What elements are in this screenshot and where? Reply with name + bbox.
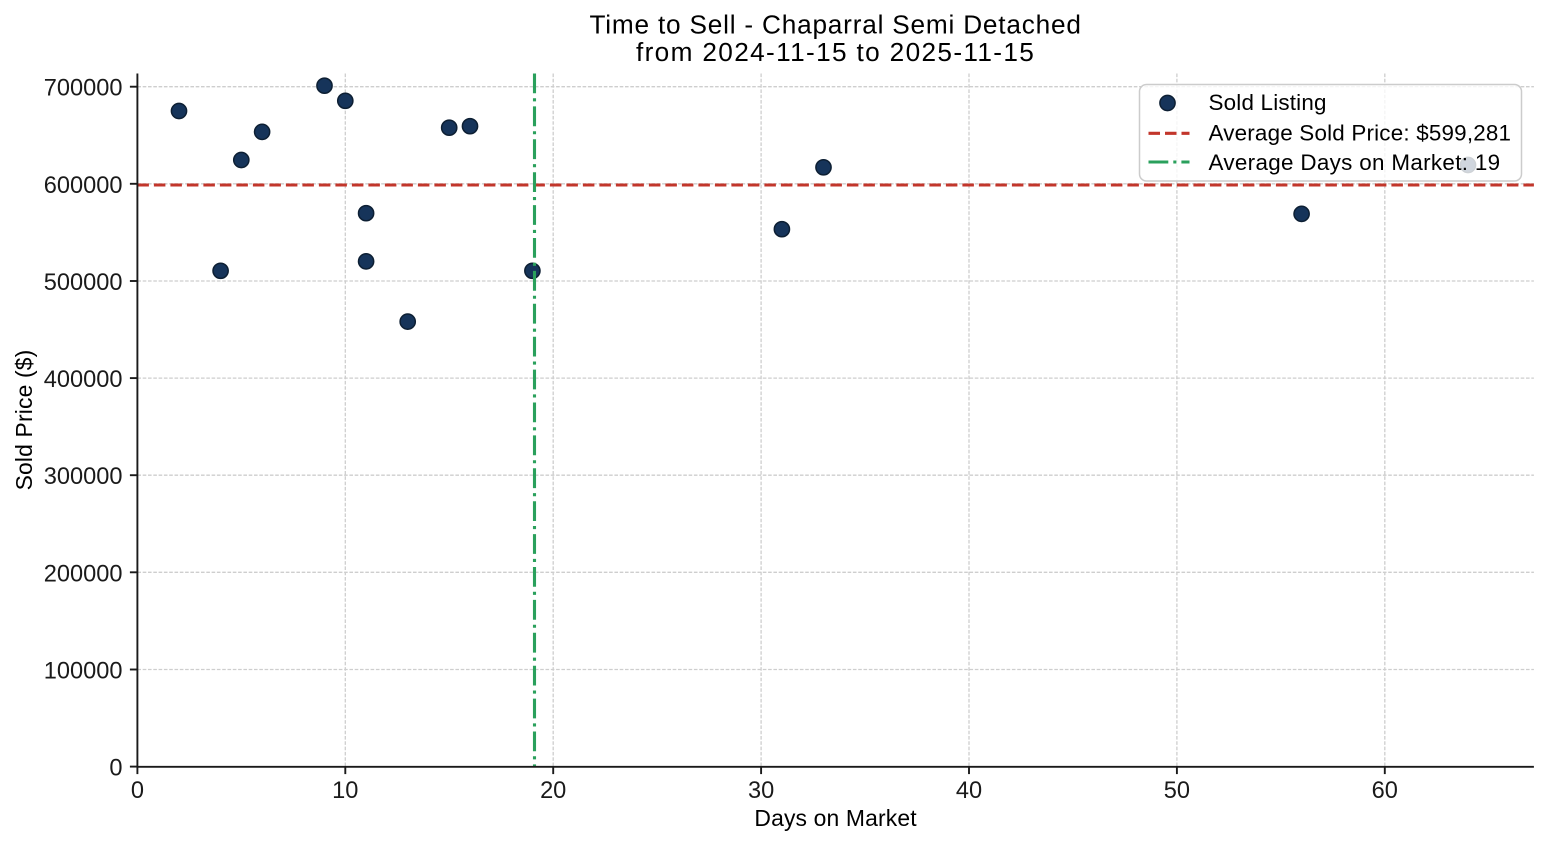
svg-text:0: 0: [109, 756, 122, 782]
svg-text:60: 60: [1372, 778, 1398, 804]
svg-text:300000: 300000: [44, 464, 123, 490]
svg-text:Average Sold Price: $599,281: Average Sold Price: $599,281: [1209, 120, 1512, 145]
svg-text:600000: 600000: [44, 173, 123, 199]
svg-text:10: 10: [332, 778, 358, 804]
svg-text:Average Days on Market: 19: Average Days on Market: 19: [1209, 150, 1501, 175]
svg-text:50: 50: [1164, 778, 1190, 804]
svg-text:200000: 200000: [44, 561, 123, 587]
svg-text:20: 20: [540, 778, 566, 804]
svg-text:from 2024-11-15 to 2025-11-15: from 2024-11-15 to 2025-11-15: [636, 37, 1035, 67]
svg-text:700000: 700000: [44, 76, 123, 102]
svg-text:100000: 100000: [44, 659, 123, 685]
svg-text:Time to Sell - Chaparral Semi: Time to Sell - Chaparral Semi Detached: [589, 9, 1081, 39]
svg-text:Days on Market: Days on Market: [754, 805, 917, 831]
svg-text:400000: 400000: [44, 367, 123, 393]
svg-text:30: 30: [748, 778, 774, 804]
svg-text:0: 0: [131, 778, 144, 804]
svg-text:40: 40: [956, 778, 982, 804]
svg-text:Sold Listing: Sold Listing: [1209, 90, 1327, 115]
svg-text:500000: 500000: [44, 270, 123, 296]
svg-text:Sold Price ($): Sold Price ($): [11, 350, 37, 491]
